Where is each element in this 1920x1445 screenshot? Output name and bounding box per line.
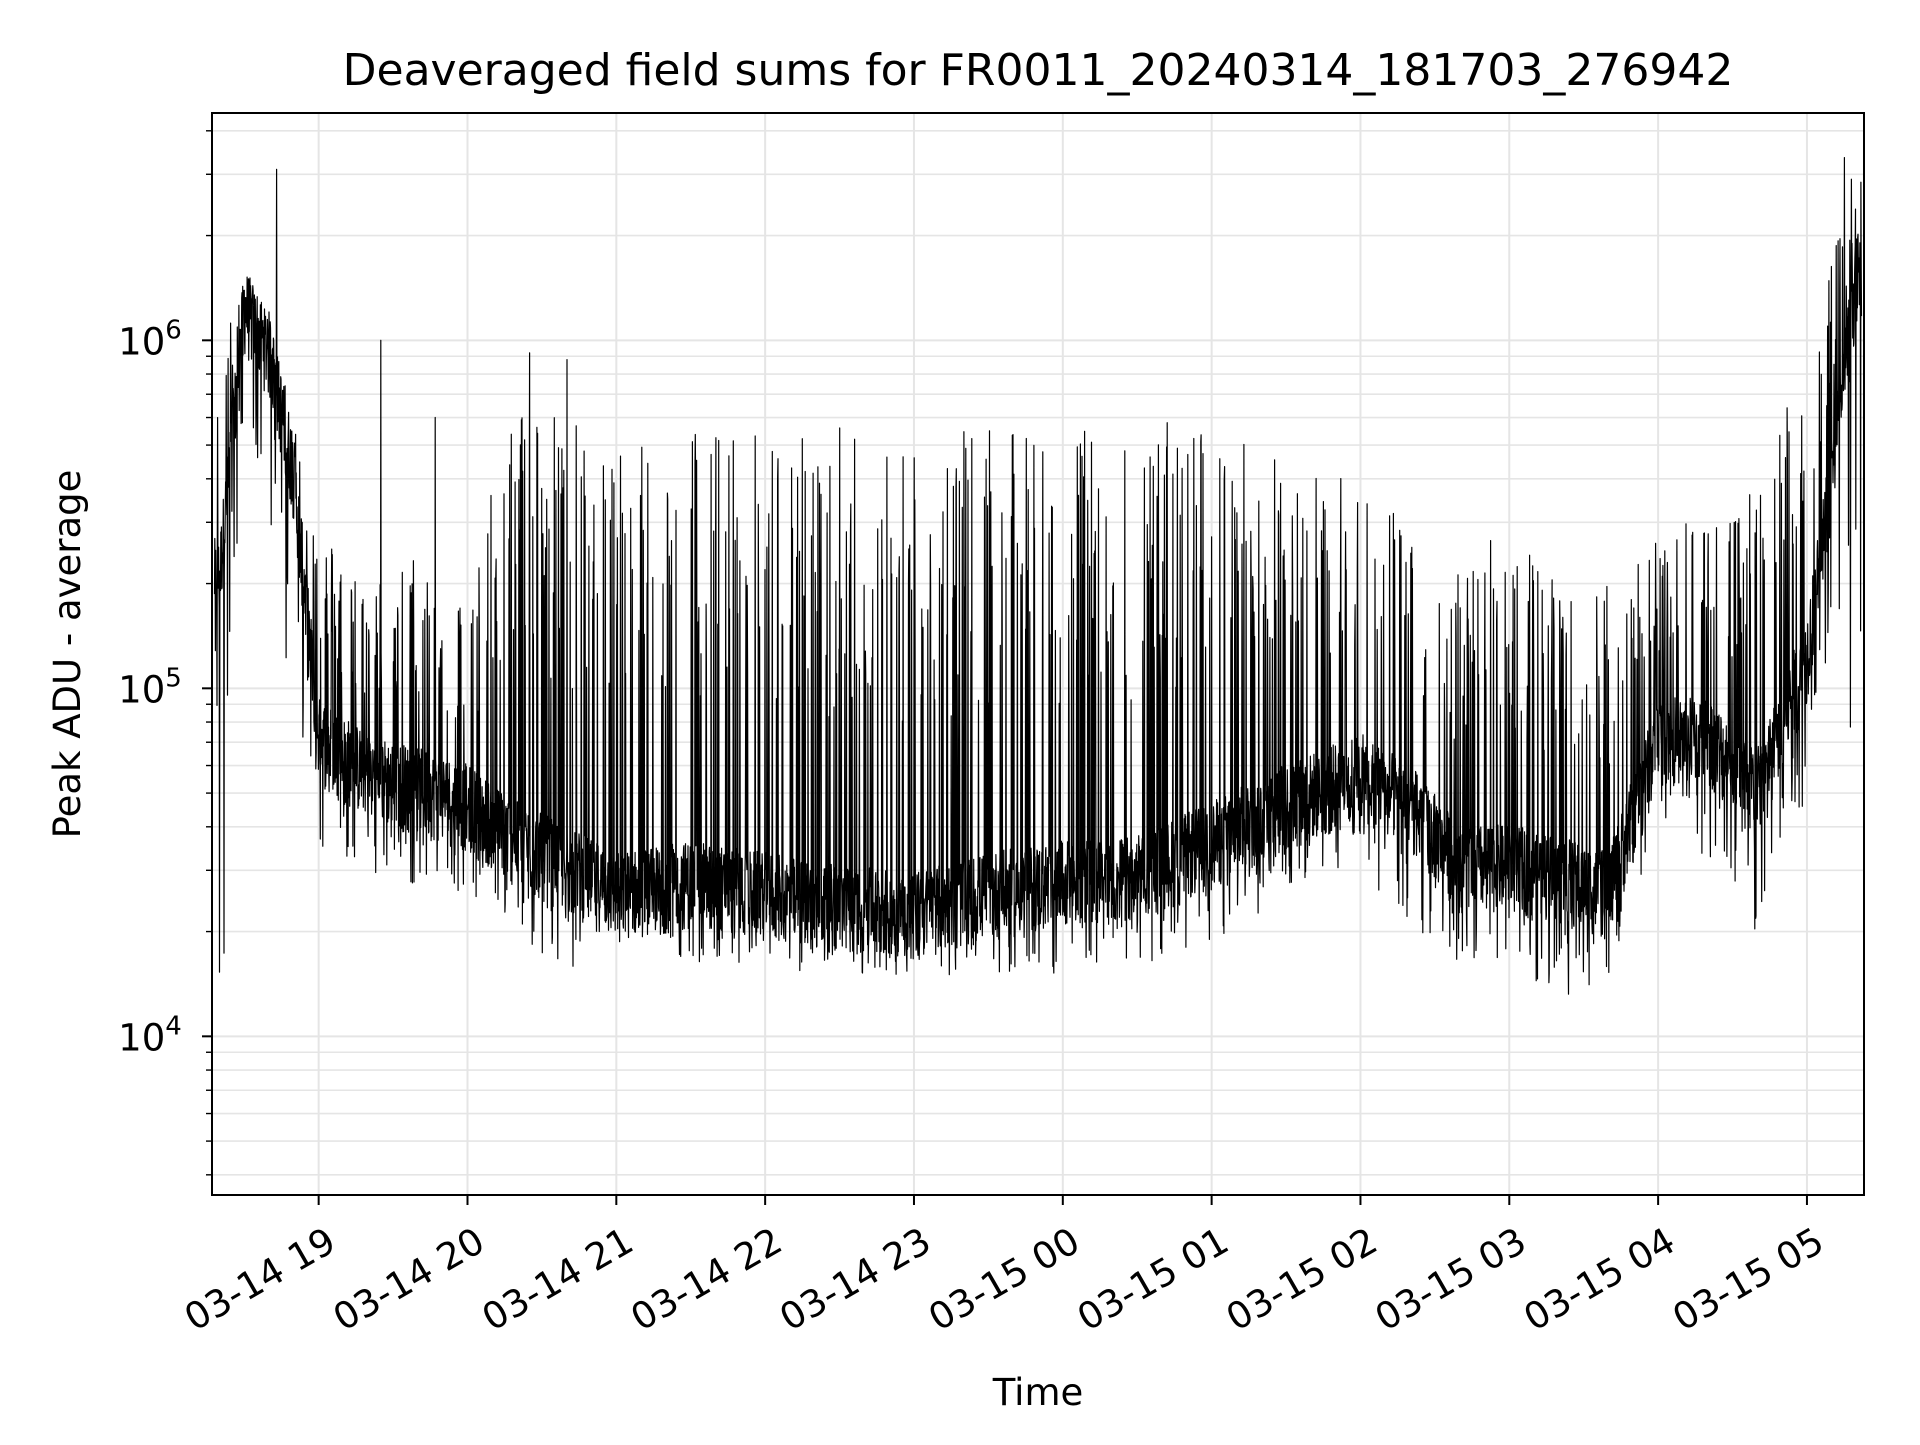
series-line [213,157,1863,995]
y-tick-label: 106 [118,315,182,363]
plot-frame [211,112,1865,1196]
x-axis-label: Time [992,1371,1084,1414]
y-axis-label: Peak ADU - average [46,470,89,839]
chart-title: Deaveraged field sums for FR0011_2024031… [343,45,1734,96]
plot-area [213,157,1863,995]
grid [212,113,1864,1195]
y-tick-label: 105 [118,663,182,711]
axis-ticks [202,130,1808,1205]
y-tick-label: 104 [118,1011,182,1059]
y-tick-labels: 104 105 106 [118,315,182,1059]
